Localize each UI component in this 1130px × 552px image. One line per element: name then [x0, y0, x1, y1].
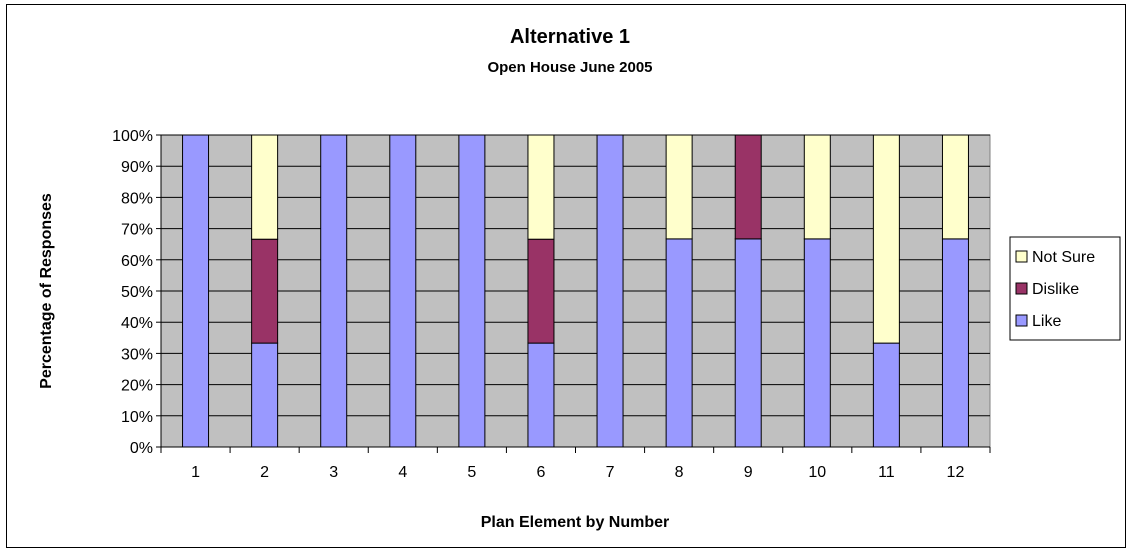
legend-swatch: [1015, 282, 1028, 295]
x-tick-label: 10: [808, 464, 826, 481]
bar-like-8: [665, 238, 693, 448]
y-tick-label: 30%: [121, 346, 153, 363]
bar-like-11: [872, 342, 900, 448]
legend-label: Like: [1032, 313, 1061, 330]
bar-like-5: [458, 134, 486, 448]
y-tick-label: 60%: [121, 253, 153, 270]
y-axis-title: Percentage of Responses: [38, 193, 55, 389]
plot-area: 0%10%20%30%40%50%60%70%80%90%100%1 2 3 4 5 6 7…: [112, 128, 991, 481]
bar-like-1: [182, 134, 210, 448]
x-tick-label: 7: [606, 464, 615, 481]
x-tick-label: 8: [675, 464, 684, 481]
x-tick-label: 12: [947, 464, 965, 481]
x-tick-label: 5: [467, 464, 476, 481]
legend: Not Sure Dislike Like: [1009, 236, 1121, 341]
x-tick-label: 1: [191, 464, 200, 481]
x-tick-label: 9: [744, 464, 753, 481]
legend-swatch: [1015, 314, 1028, 327]
bar-like-3: [320, 134, 348, 448]
bar-like-9: [734, 238, 762, 448]
legend-box: [1009, 236, 1121, 341]
bar-not-sure-11: [872, 134, 900, 344]
bar-like-4: [389, 134, 417, 448]
x-axis-title: Plan Element by Number: [481, 514, 670, 531]
chart-subtitle: Open House June 2005: [487, 59, 652, 76]
y-tick-label: 10%: [121, 409, 153, 426]
legend-label: Dislike: [1032, 281, 1079, 298]
y-tick-label: 80%: [121, 190, 153, 207]
bar-not-sure-8: [665, 134, 693, 240]
y-tick-label: 0%: [130, 440, 153, 457]
x-tick-label: 6: [537, 464, 546, 481]
bar-not-sure-12: [941, 134, 969, 240]
bar-not-sure-10: [803, 134, 831, 240]
y-tick-label: 70%: [121, 222, 153, 239]
bar-not-sure-6: [527, 134, 555, 240]
bar-dislike-9: [734, 134, 762, 240]
y-tick-label: 40%: [121, 315, 153, 332]
chart-title: Alternative 1: [510, 26, 630, 48]
x-tick-label: 4: [398, 464, 407, 481]
bar-like-7: [596, 134, 624, 448]
bar-not-sure-2: [251, 134, 279, 240]
legend-label: Not Sure: [1032, 249, 1095, 266]
bar-like-2: [251, 342, 279, 448]
y-tick-label: 100%: [112, 128, 153, 145]
bar-like-6: [527, 342, 555, 448]
y-tick-label: 90%: [121, 159, 153, 176]
x-tick-label: 2: [260, 464, 269, 481]
legend-swatch: [1015, 250, 1028, 263]
y-tick-label: 20%: [121, 378, 153, 395]
bar-dislike-6: [527, 238, 555, 344]
y-tick-label: 50%: [121, 284, 153, 301]
bar-like-10: [803, 238, 831, 448]
bar-like-12: [941, 238, 969, 448]
x-tick-label: 11: [878, 464, 895, 481]
x-tick-label: 3: [329, 464, 338, 481]
bar-dislike-2: [251, 238, 279, 344]
